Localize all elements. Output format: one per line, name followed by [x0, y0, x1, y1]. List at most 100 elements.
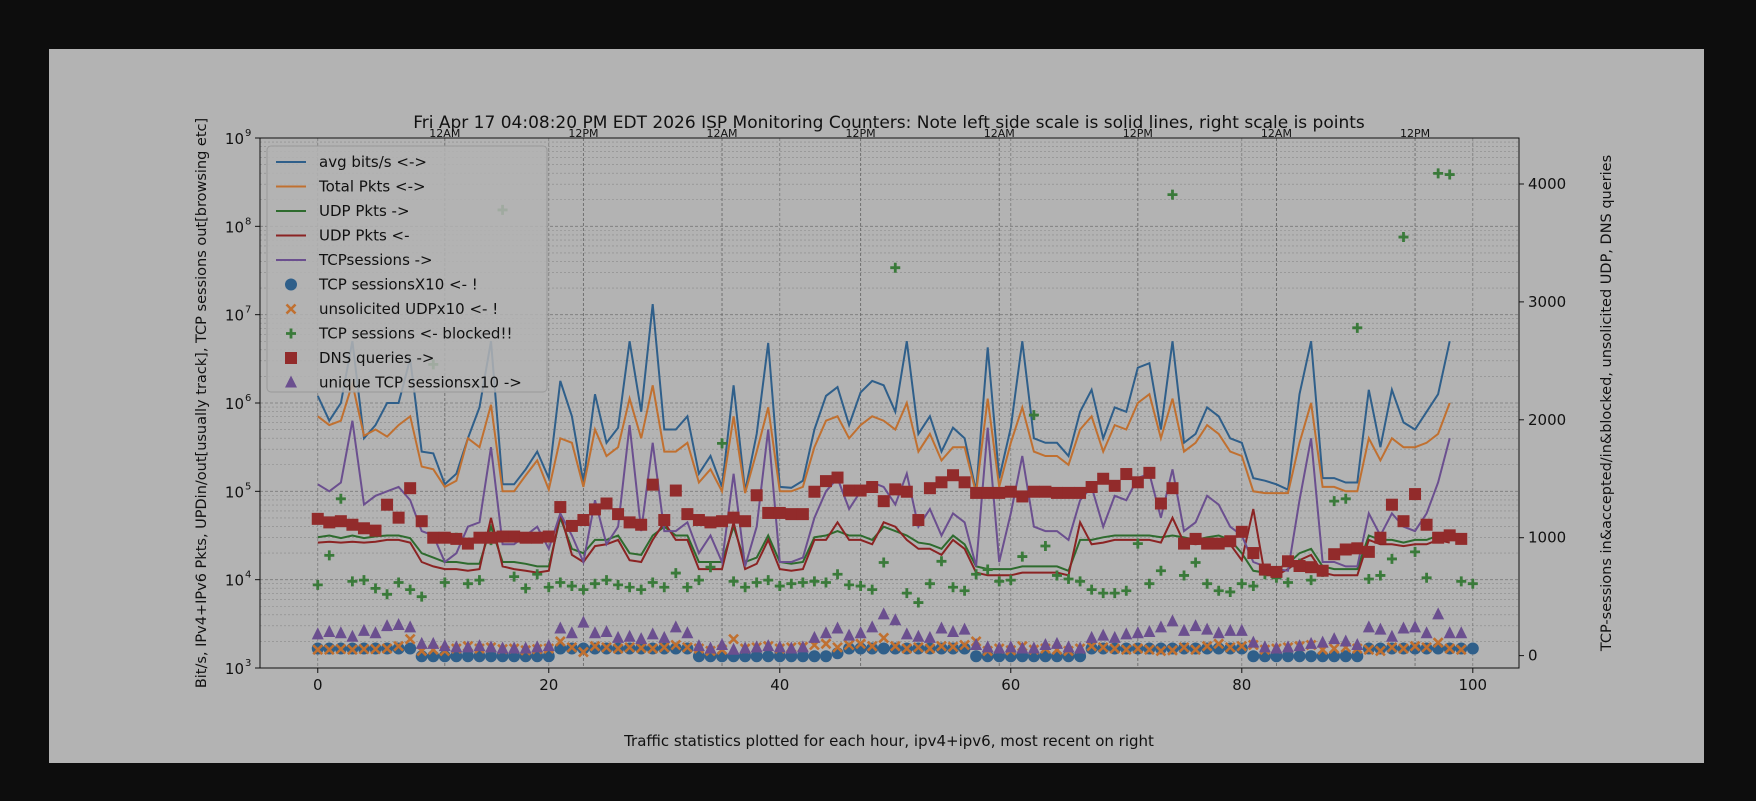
marker-square — [1235, 525, 1248, 538]
marker-triangle — [1432, 607, 1445, 620]
marker-triangle — [762, 639, 775, 652]
marker-x — [624, 641, 636, 653]
marker-square — [669, 484, 682, 497]
marker-triangle — [1455, 626, 1468, 639]
marker-x — [1190, 644, 1202, 656]
marker-triangle — [1351, 638, 1364, 651]
marker-plus — [393, 577, 404, 588]
marker-square — [496, 530, 509, 543]
marker-triangle — [369, 626, 382, 639]
marker-circle — [1247, 650, 1260, 663]
marker-circle — [1085, 642, 1098, 655]
y-left-tick-label: 10 — [225, 395, 244, 413]
marker-triangle — [1004, 640, 1017, 653]
marker-x — [601, 641, 612, 653]
y-left-tick-label: 10 — [225, 572, 244, 590]
marker-square — [1016, 490, 1029, 503]
marker-plus — [532, 569, 543, 580]
marker-x — [312, 644, 324, 656]
marker-square — [1339, 543, 1352, 556]
marker-plus — [324, 550, 335, 561]
marker-triangle — [508, 641, 521, 654]
marker-plus — [890, 262, 901, 273]
marker-square — [1074, 486, 1087, 499]
marker-x — [1167, 644, 1178, 656]
marker-square — [600, 497, 613, 510]
y-left-tick-label: 10 — [225, 130, 244, 148]
marker-plus — [1167, 189, 1178, 200]
marker-x — [843, 639, 855, 651]
marker-triangle — [1178, 623, 1191, 636]
marker-square — [381, 498, 394, 511]
marker-x — [323, 644, 335, 656]
x-tick-label: 20 — [539, 676, 558, 694]
marker-triangle — [993, 641, 1006, 654]
marker-x — [1409, 640, 1421, 652]
marker-plus — [1190, 557, 1201, 568]
marker-triangle — [808, 630, 821, 643]
marker-triangle — [496, 641, 509, 654]
marker-x — [1236, 640, 1248, 652]
marker-square — [1108, 479, 1121, 492]
legend-label: TCP sessionsX10 <- ! — [318, 276, 478, 294]
marker-triangle — [947, 625, 960, 638]
time-marker-label: 12PM — [1400, 127, 1430, 140]
marker-square — [923, 482, 936, 495]
marker-plus — [1040, 540, 1051, 551]
marker-plus — [717, 438, 728, 449]
marker-square — [635, 518, 648, 531]
marker-square — [415, 515, 428, 528]
marker-x — [1213, 638, 1225, 650]
marker-x — [1374, 645, 1386, 657]
marker-x — [1398, 643, 1409, 654]
marker-square — [285, 352, 297, 364]
marker-triangle — [346, 629, 359, 642]
marker-square — [658, 514, 671, 527]
marker-triangle — [889, 613, 902, 626]
marker-triangle — [981, 640, 994, 653]
marker-triangle — [334, 626, 347, 639]
marker-circle — [762, 650, 775, 663]
marker-circle — [1050, 650, 1063, 663]
marker-square — [796, 508, 809, 521]
marker-circle — [404, 642, 417, 655]
marker-triangle — [646, 627, 659, 640]
marker-square — [854, 484, 867, 497]
marker-x — [404, 633, 416, 645]
marker-triangle — [866, 620, 879, 633]
marker-x — [554, 636, 566, 647]
marker-plus — [1202, 578, 1213, 589]
marker-triangle — [1120, 627, 1133, 640]
marker-x — [1386, 641, 1398, 653]
marker-triangle — [1374, 622, 1387, 635]
marker-x — [889, 640, 901, 652]
marker-plus — [1225, 586, 1236, 597]
marker-plus — [1282, 577, 1293, 588]
marker-plus — [971, 569, 982, 580]
marker-circle — [1466, 642, 1479, 655]
marker-plus — [1456, 576, 1467, 587]
marker-triangle — [357, 623, 370, 636]
marker-square — [1004, 485, 1017, 498]
marker-triangle — [1166, 614, 1179, 627]
marker-triangle — [1154, 620, 1167, 633]
marker-triangle — [900, 627, 913, 640]
marker-triangle — [1085, 630, 1098, 643]
marker-square — [773, 506, 786, 519]
marker-circle — [427, 650, 440, 663]
marker-plus — [959, 585, 970, 596]
marker-triangle — [438, 639, 451, 652]
marker-plus — [1340, 493, 1351, 504]
marker-x — [1097, 641, 1109, 653]
marker-plus — [820, 577, 831, 588]
marker-square — [542, 530, 555, 543]
marker-circle — [1235, 642, 1248, 655]
marker-plus — [335, 493, 346, 504]
marker-triangle — [1443, 626, 1456, 639]
marker-square — [808, 485, 821, 498]
y-left-tick-exponent: 4 — [245, 570, 251, 581]
marker-triangle — [323, 625, 336, 638]
marker-plus — [439, 577, 450, 588]
marker-x — [658, 641, 670, 653]
marker-square — [935, 476, 948, 489]
